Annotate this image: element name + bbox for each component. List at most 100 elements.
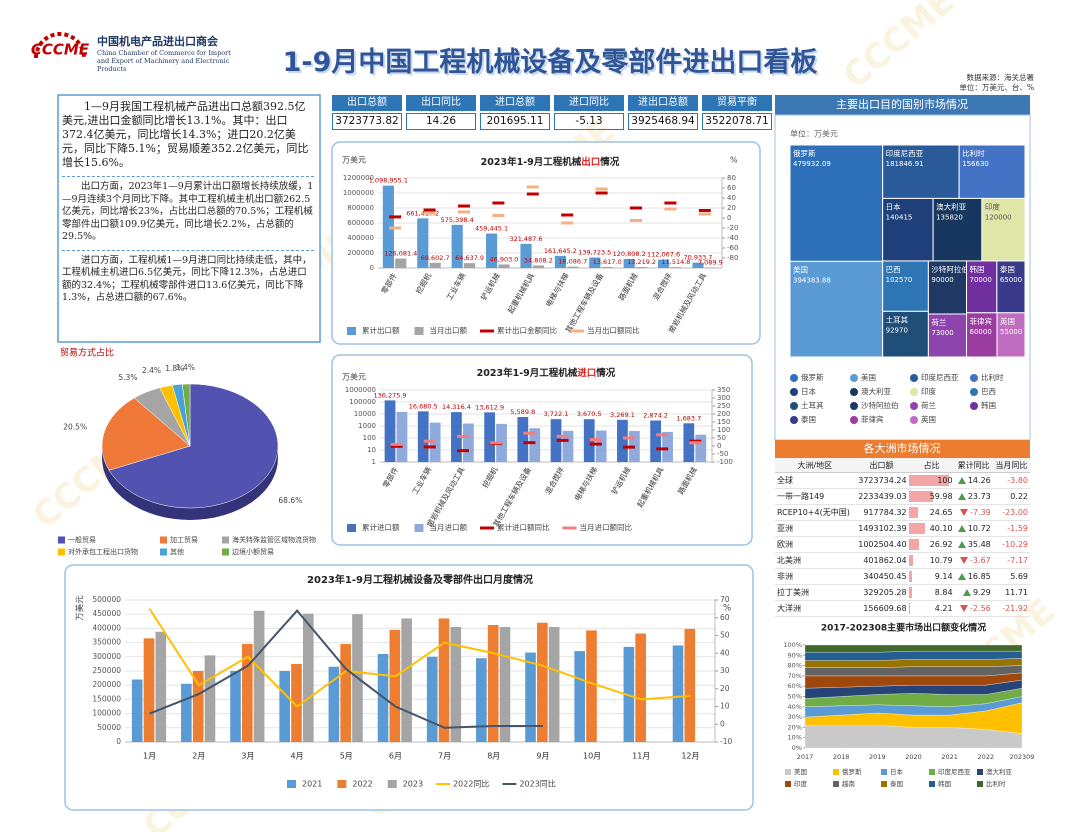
treemap-cell — [882, 260, 929, 312]
legend-swatch — [480, 329, 494, 333]
kpi: 进口同比 -5.13 — [554, 95, 624, 130]
bar — [279, 671, 291, 742]
table-cell: 340450.45 — [854, 568, 909, 585]
x-tick-label: 1月 — [143, 752, 156, 761]
y-tick-label: 50% — [788, 693, 802, 701]
legend-swatch — [850, 388, 858, 396]
y2-tick-label: 10 — [720, 702, 730, 711]
value-label: 5,589.8 — [510, 408, 535, 416]
bar — [438, 618, 450, 742]
marker — [523, 441, 536, 445]
y-tick-label: 1000000 — [345, 386, 376, 394]
bar — [532, 265, 544, 268]
bar — [601, 266, 613, 268]
cell-text: 10.72 — [967, 524, 991, 533]
legend-swatch — [910, 388, 918, 396]
table-cell: -7.39 — [954, 504, 993, 521]
trend-arrow — [960, 509, 969, 516]
y-tick-label: 400000 — [92, 623, 121, 632]
bar — [550, 419, 562, 462]
value-label: 126,081.4 — [384, 250, 417, 258]
y2-tick-label: 60 — [727, 184, 736, 192]
table-cell: RCEP10+4(无中国) — [775, 504, 855, 521]
value-label: 11,514.8 — [661, 258, 690, 266]
bar — [684, 628, 696, 742]
treemap-name: 巴西 — [886, 265, 901, 274]
legend-swatch — [970, 402, 978, 410]
share-bar — [908, 603, 911, 614]
treemap-value: 70000 — [970, 276, 992, 284]
org-name-en: China Chamber of Commerce for Import and… — [97, 49, 231, 73]
legend-label: 巴西 — [981, 387, 996, 396]
trend-arrow — [957, 493, 966, 500]
marker — [526, 192, 539, 196]
treemap-value: 60000 — [970, 328, 992, 336]
area — [804, 651, 1023, 661]
legend-swatch — [910, 374, 918, 382]
bar — [486, 233, 498, 268]
marker — [698, 209, 711, 212]
page-title: 1-9月中国工程机械设备及零部件进出口看板 — [282, 47, 818, 78]
y-tick-label: 0 — [116, 737, 121, 746]
trend-arrow — [957, 573, 966, 580]
y-tick-label: 90% — [788, 651, 802, 659]
y2-tick-label: 20 — [720, 684, 730, 693]
table-cell: 5.69 — [992, 568, 1030, 585]
y-tick-label: 10 — [367, 446, 376, 454]
y-axis-title: 万美元 — [75, 595, 86, 621]
legend-swatch — [850, 402, 858, 410]
value-label: 321,487.6 — [509, 235, 542, 243]
treemap-cell — [932, 197, 983, 262]
legend-swatch — [58, 548, 65, 556]
bar — [426, 656, 438, 742]
bar — [617, 419, 628, 462]
bar — [384, 400, 396, 462]
bar — [450, 626, 462, 742]
y-tick-label: 0 — [370, 264, 374, 272]
bar — [395, 258, 407, 268]
y-tick-label: 200000 — [92, 680, 121, 689]
marker — [526, 185, 539, 189]
table-row: 亚洲 1493102.39 40.10 10.72 -1.59 — [775, 520, 1030, 537]
marker — [457, 449, 469, 453]
y-tick-label: 20% — [788, 723, 802, 731]
y2-tick-label: 300 — [717, 394, 730, 402]
y-tick-label: 1200000 — [343, 174, 374, 182]
table-cell: 0.22 — [992, 488, 1030, 505]
table-cell: 8.84 — [908, 584, 955, 601]
bar — [464, 263, 476, 268]
marker — [630, 219, 642, 222]
table-row: 大洋洲 156609.68 4.21 -2.56 -21.92 — [775, 600, 1030, 617]
cell-text: 59.98 — [929, 492, 953, 501]
value-label: 7,089.9 — [698, 258, 723, 266]
bar — [487, 624, 499, 742]
legend-swatch — [562, 526, 577, 530]
marker — [423, 208, 436, 212]
table-cell: 401862.04 — [854, 552, 909, 569]
pie-slice — [108, 383, 279, 509]
bar — [396, 411, 408, 462]
treemap-value: 479932.09 — [793, 160, 831, 168]
bar — [498, 264, 510, 268]
bar — [670, 267, 682, 268]
treemap-name: 比利时 — [962, 148, 985, 158]
kpi-value: 3522078.71 — [702, 113, 772, 130]
x-tick-label: 4月 — [291, 752, 304, 761]
legend-swatch — [222, 548, 229, 556]
bar — [567, 266, 579, 268]
y2-tick-label: 80 — [727, 174, 736, 182]
kpi-label: 进出口总额 — [628, 95, 698, 111]
cell-text: 10.79 — [929, 556, 953, 565]
trend-arrow — [957, 525, 966, 532]
treemap-name: 泰国 — [1000, 264, 1015, 274]
pie-label: 2.4% — [142, 366, 161, 375]
table-cell: 9.14 — [908, 568, 955, 585]
bar — [635, 633, 646, 742]
y2-tick-label: 200 — [717, 410, 730, 418]
cell-text: 24.65 — [929, 508, 953, 517]
marker — [561, 221, 574, 225]
y2-tick-label: 100 — [717, 426, 730, 434]
y-tick-label: 10% — [788, 734, 802, 742]
